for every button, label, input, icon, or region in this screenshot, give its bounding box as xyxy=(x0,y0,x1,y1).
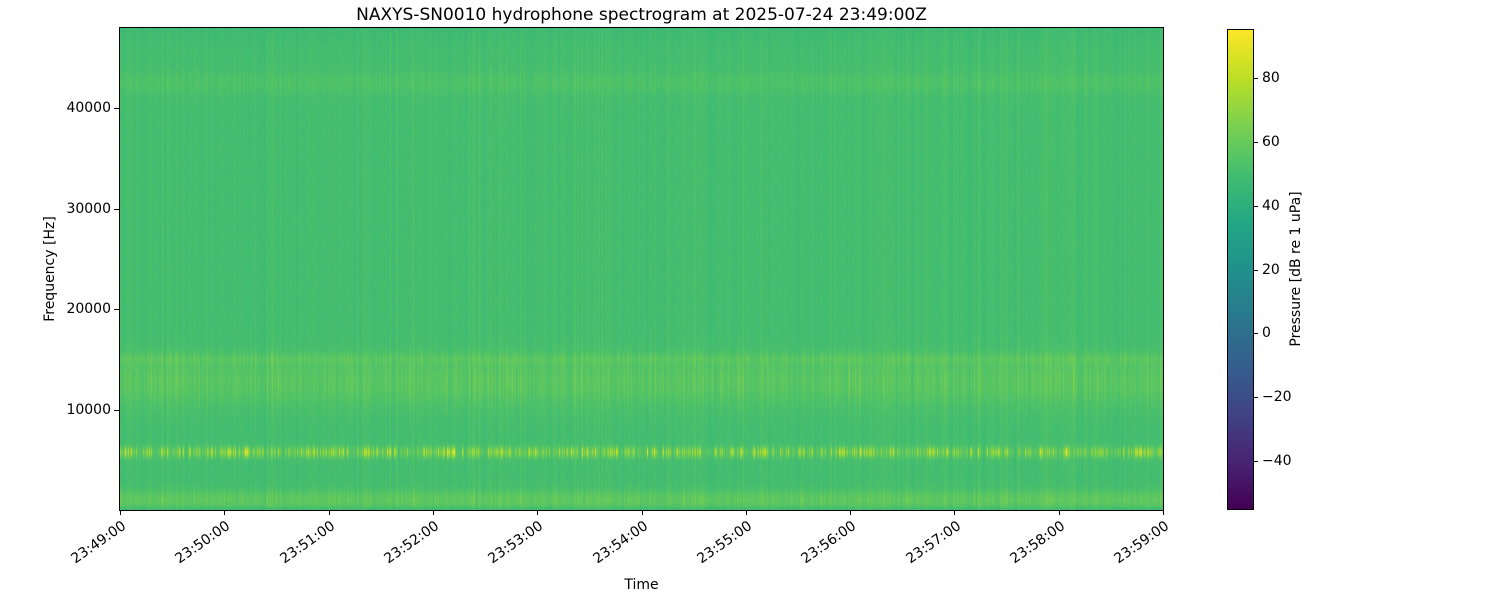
x-tick-mark xyxy=(1058,510,1060,515)
colorbar-tick-mark xyxy=(1253,205,1258,207)
colorbar-tick-label: 80 xyxy=(1262,69,1280,86)
x-axis-label: Time xyxy=(624,577,659,593)
colorbar-tick-label: −20 xyxy=(1262,389,1292,406)
colorbar-tick-label: 20 xyxy=(1262,261,1280,278)
x-tick-label: 23:50:00 xyxy=(172,518,234,568)
colorbar-tick-mark xyxy=(1253,269,1258,271)
colorbar-tick-mark xyxy=(1253,461,1258,463)
colorbar-tick-label: −40 xyxy=(1262,453,1292,470)
y-tick-mark xyxy=(114,108,119,110)
x-tick-label: 23:54:00 xyxy=(589,518,651,568)
y-tick-mark xyxy=(114,409,119,411)
y-tick-label: 30000 xyxy=(66,200,111,217)
x-tick-mark xyxy=(224,510,226,515)
colorbar-tick-label: 0 xyxy=(1262,325,1271,342)
colorbar-tick-label: 60 xyxy=(1262,133,1280,150)
x-tick-mark xyxy=(745,510,747,515)
chart-title: NAXYS-SN0010 hydrophone spectrogram at 2… xyxy=(356,5,927,25)
colorbar-tick-mark xyxy=(1253,77,1258,79)
x-tick-label: 23:53:00 xyxy=(485,518,547,568)
colorbar-label: Pressure [dB re 1 uPa] xyxy=(1288,191,1304,347)
x-tick-label: 23:59:00 xyxy=(1111,518,1173,568)
x-tick-label: 23:49:00 xyxy=(68,518,130,568)
x-tick-label: 23:58:00 xyxy=(1007,518,1068,568)
y-tick-mark xyxy=(114,208,119,210)
colorbar-canvas xyxy=(1228,30,1253,509)
y-tick-label: 40000 xyxy=(66,100,111,117)
x-tick-mark xyxy=(328,510,330,515)
x-tick-label: 23:52:00 xyxy=(381,518,443,568)
x-tick-label: 23:57:00 xyxy=(902,518,964,568)
x-tick-mark xyxy=(641,510,643,515)
x-tick-label: 23:55:00 xyxy=(694,518,755,568)
x-tick-mark xyxy=(120,510,121,515)
spectrogram-canvas xyxy=(120,28,1163,510)
x-tick-mark xyxy=(432,510,434,515)
colorbar-tick-mark xyxy=(1253,141,1258,143)
x-tick-mark xyxy=(850,510,852,515)
y-tick-label: 20000 xyxy=(66,301,111,318)
colorbar-tick-mark xyxy=(1253,397,1258,399)
x-tick-mark xyxy=(537,510,539,515)
colorbar-tick-label: 40 xyxy=(1262,197,1280,214)
x-tick-label: 23:51:00 xyxy=(277,518,338,568)
x-tick-label: 23:56:00 xyxy=(798,518,860,568)
y-tick-label: 10000 xyxy=(66,401,111,418)
x-tick-mark xyxy=(1163,510,1164,515)
y-tick-mark xyxy=(114,309,119,311)
x-tick-mark xyxy=(954,510,956,515)
colorbar-tick-mark xyxy=(1253,333,1258,335)
